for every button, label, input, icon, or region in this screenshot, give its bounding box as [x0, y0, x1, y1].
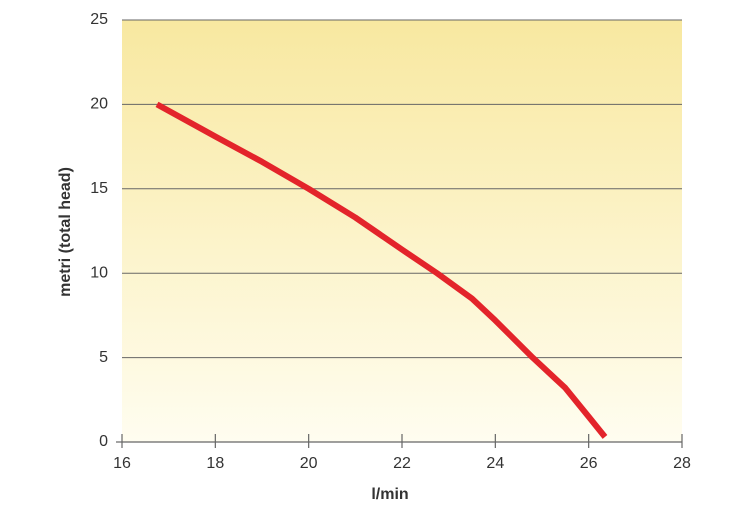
- y-tick-label: 5: [99, 349, 108, 366]
- curve: [155, 101, 608, 439]
- y-tick-label: 0: [99, 433, 108, 450]
- x-tick-label: 24: [486, 455, 504, 472]
- x-tick-label: 20: [300, 455, 318, 472]
- x-tick-label: 28: [673, 455, 691, 472]
- x-tick-label: 16: [113, 455, 131, 472]
- x-tick-label: 26: [580, 455, 598, 472]
- y-tick-label: 25: [90, 11, 108, 28]
- plot-background: [122, 20, 682, 442]
- x-tick-label: 18: [206, 455, 224, 472]
- x-tick-label: 22: [393, 455, 411, 472]
- y-tick-label: 15: [90, 180, 108, 197]
- y-tick-label: 20: [90, 96, 108, 113]
- x-axis-label: l/min: [371, 486, 408, 503]
- y-tick-label: 10: [90, 264, 108, 281]
- y-axis-label: metri (total head): [57, 167, 74, 297]
